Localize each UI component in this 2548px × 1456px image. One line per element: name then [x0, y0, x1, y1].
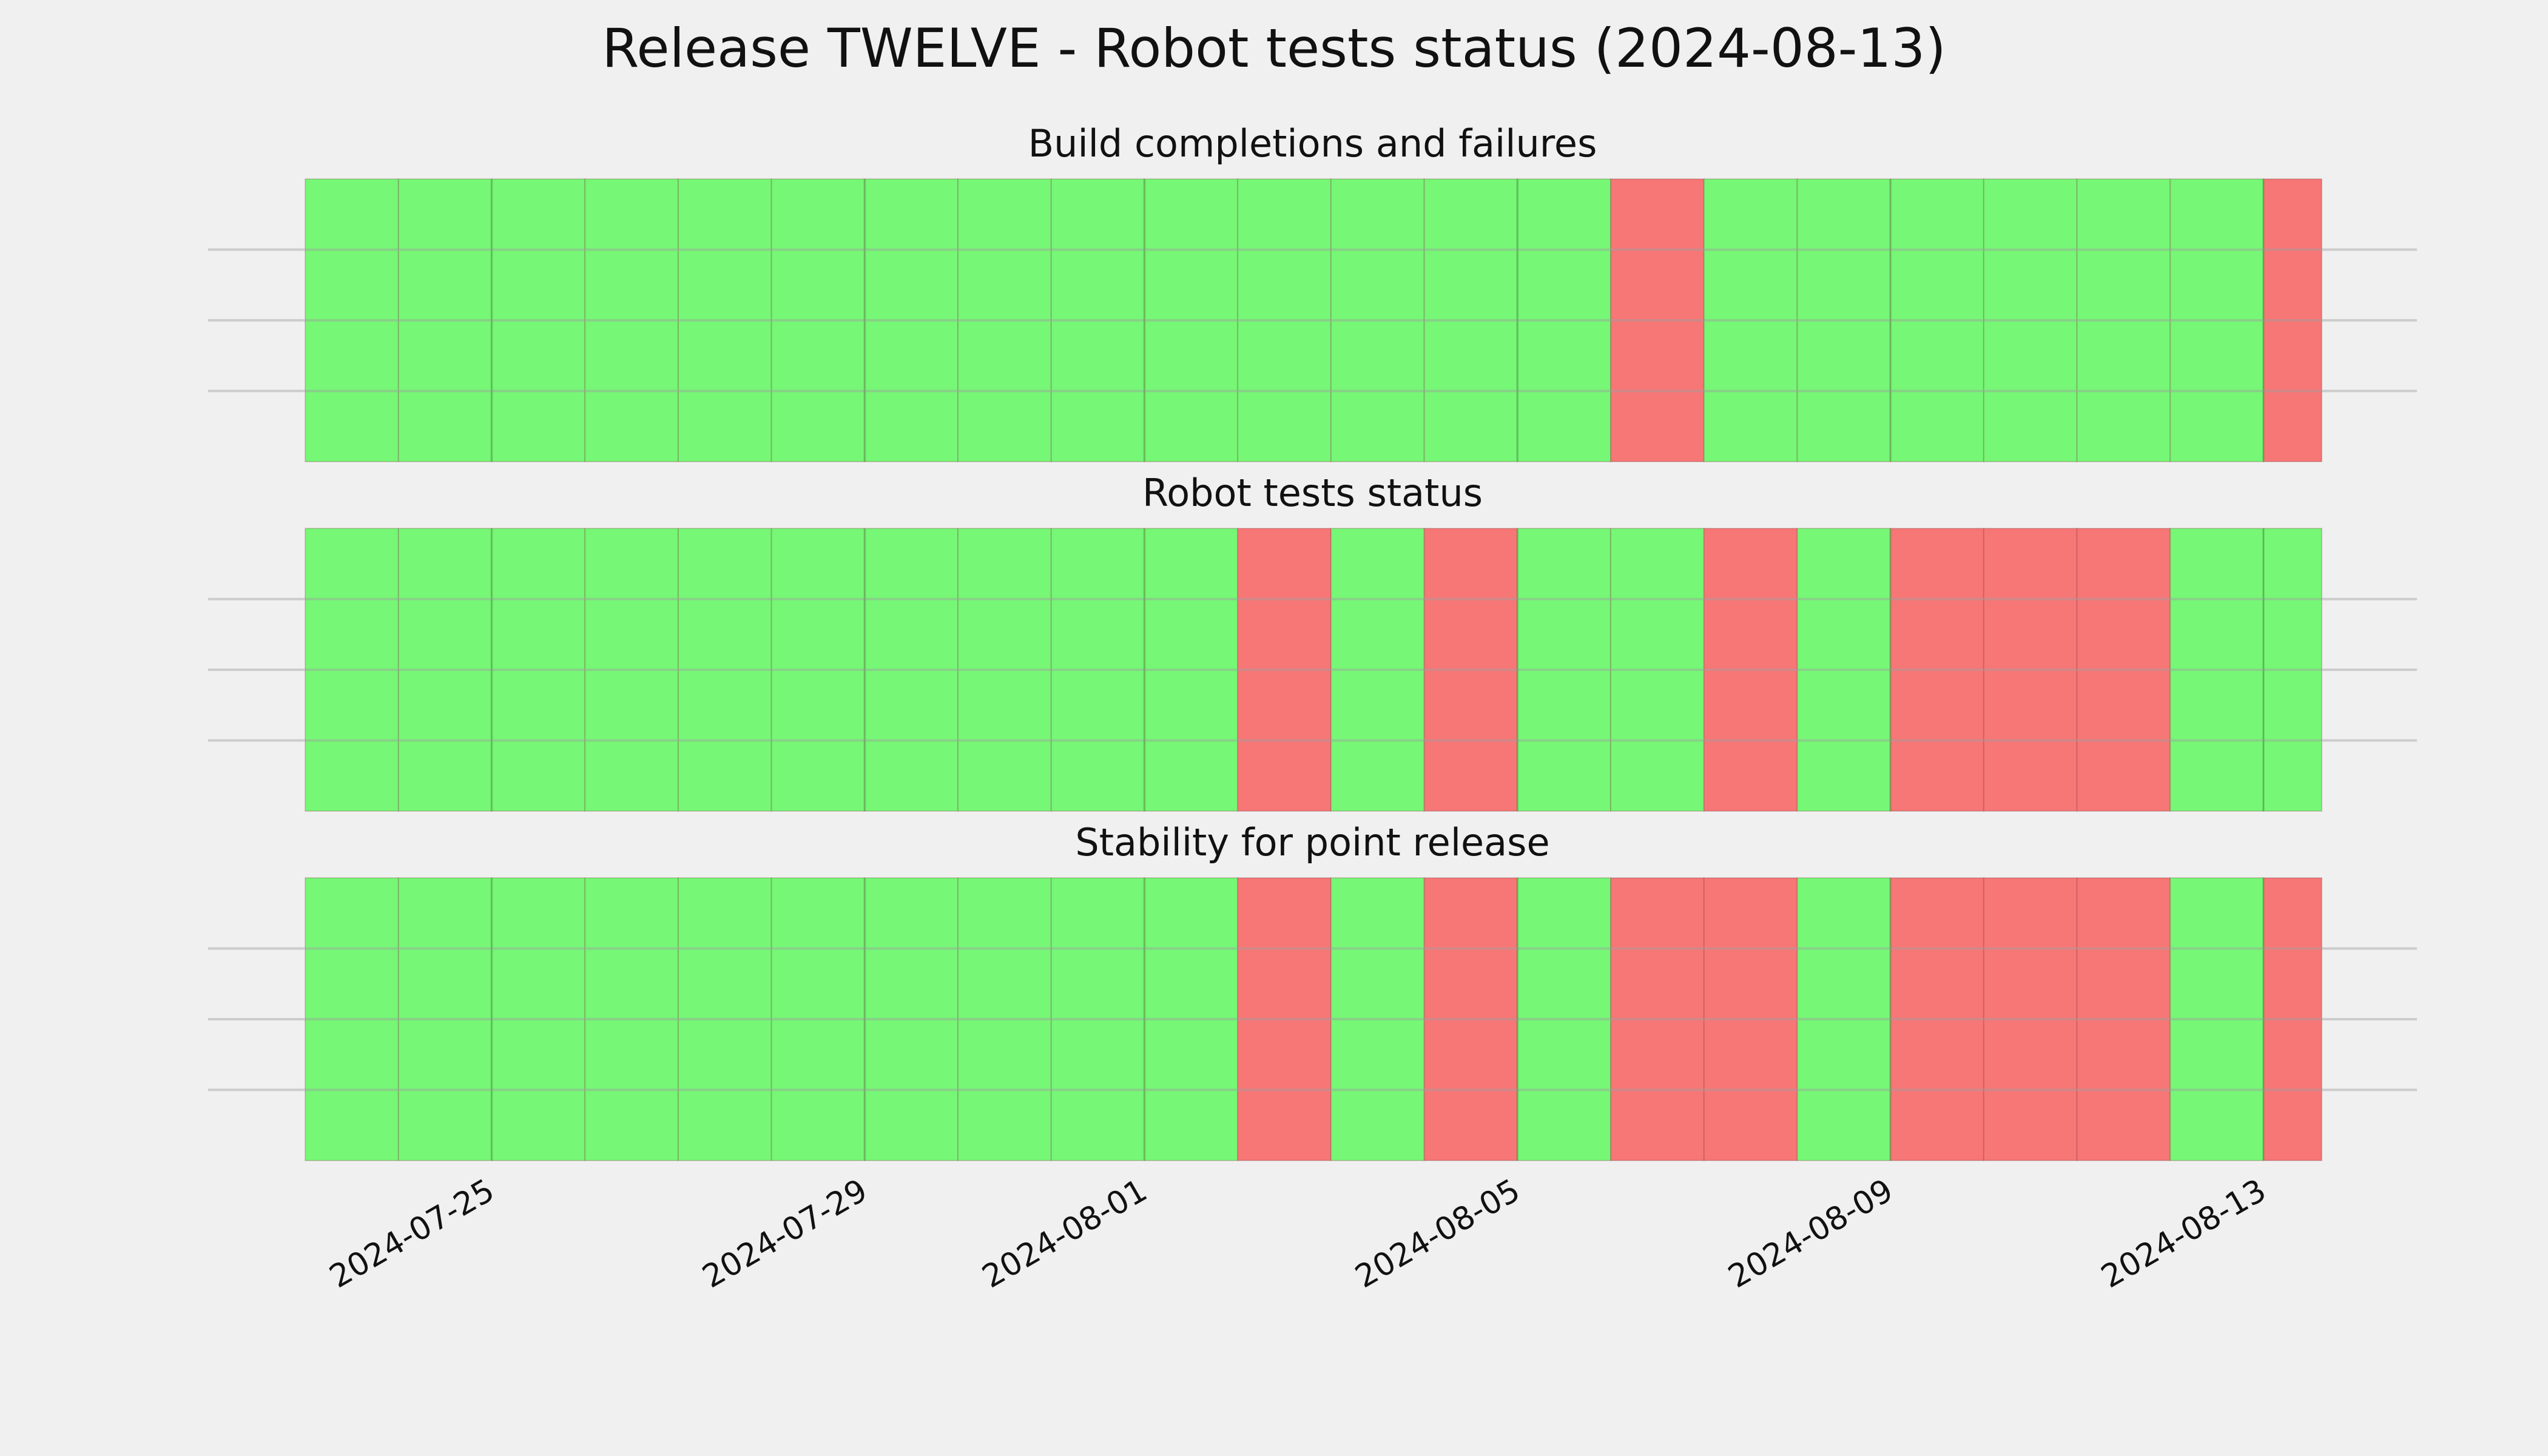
status-span [1423, 178, 1518, 462]
status-span [491, 178, 586, 462]
status-span [1517, 178, 1612, 462]
status-span [1144, 877, 1239, 1161]
status-span [305, 178, 399, 462]
status-span [2169, 178, 2265, 462]
status-span [2263, 528, 2323, 812]
status-span [957, 178, 1052, 462]
status-span [1050, 528, 1145, 812]
status-span [864, 528, 959, 812]
status-span [1517, 877, 1612, 1161]
status-span [584, 178, 679, 462]
status-span [1330, 528, 1425, 812]
status-span [1237, 178, 1332, 462]
status-span [2169, 877, 2265, 1161]
status-span [1890, 528, 1984, 812]
status-span [1703, 877, 1798, 1161]
status-span [957, 528, 1052, 812]
status-span [1983, 877, 2078, 1161]
status-span [1330, 877, 1425, 1161]
status-span [491, 877, 586, 1161]
chart-title: Release TWELVE - Robot tests status (202… [602, 17, 1946, 79]
status-span [1983, 178, 2078, 462]
status-span [397, 528, 493, 812]
status-span [1423, 528, 1518, 812]
status-span [1517, 528, 1612, 812]
status-span [1610, 178, 1705, 462]
panel-title: Stability for point release [1075, 820, 1549, 864]
status-span [2263, 178, 2323, 462]
status-span [397, 877, 493, 1161]
status-span [1796, 877, 1892, 1161]
status-span [584, 528, 679, 812]
status-span [864, 877, 959, 1161]
status-span [2076, 178, 2171, 462]
status-span [1703, 528, 1798, 812]
status-span [1144, 528, 1239, 812]
status-span [1144, 178, 1239, 462]
status-span [1610, 877, 1705, 1161]
status-span [397, 178, 493, 462]
status-span [1237, 528, 1332, 812]
status-span [770, 178, 866, 462]
status-span [2076, 877, 2171, 1161]
status-span [957, 877, 1052, 1161]
status-span [677, 528, 772, 812]
status-span [305, 528, 399, 812]
status-span [1237, 877, 1332, 1161]
status-span [2076, 528, 2171, 812]
status-span [1610, 528, 1705, 812]
status-span [1983, 528, 2078, 812]
status-span [1796, 528, 1892, 812]
panel-title: Robot tests status [1142, 471, 1483, 515]
status-span [1330, 178, 1425, 462]
status-span [677, 877, 772, 1161]
status-span [1423, 877, 1518, 1161]
status-span [584, 877, 679, 1161]
status-span [864, 178, 959, 462]
status-span [2263, 877, 2323, 1161]
status-span [305, 877, 399, 1161]
panel-title: Build completions and failures [1028, 121, 1597, 166]
status-span [1703, 178, 1798, 462]
status-span [677, 178, 772, 462]
status-span [1796, 178, 1892, 462]
status-span [770, 877, 866, 1161]
status-span [1890, 178, 1984, 462]
status-span [1050, 178, 1145, 462]
